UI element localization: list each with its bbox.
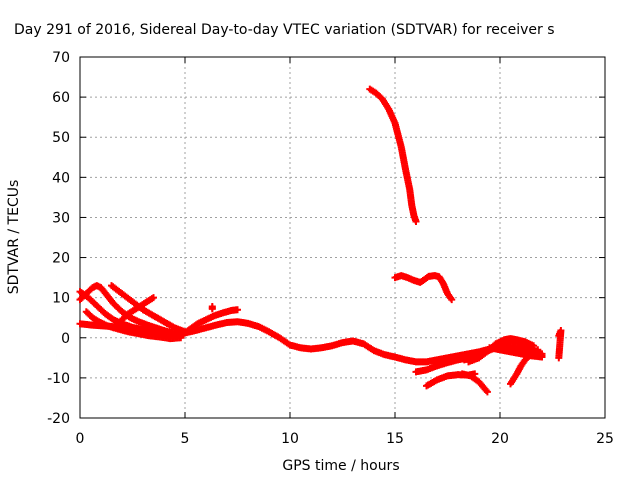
data-point xyxy=(150,294,157,302)
y-tick-label: 10 xyxy=(52,291,70,307)
series-late-arc-2 xyxy=(465,335,538,366)
y-tick-label: 30 xyxy=(52,210,70,226)
data-point xyxy=(534,346,542,354)
series-late-arc-3 xyxy=(507,346,542,388)
x-tick-label: 15 xyxy=(386,431,404,447)
axis-ticks: 0 5 10 15 20 25 -20 -10 0 10 20 30 40 50 60 70 xyxy=(47,50,614,447)
series-arc-f xyxy=(177,306,241,340)
x-axis-label: GPS time / hours xyxy=(282,458,399,474)
data-point xyxy=(234,306,241,314)
series-arc-b xyxy=(76,282,185,338)
x-tick-label: 10 xyxy=(281,431,299,447)
series-spike-f xyxy=(208,302,216,313)
chart-title: Day 291 of 2016, Sidereal Day-to-day VTE… xyxy=(14,22,555,38)
data-point xyxy=(412,217,420,225)
data-point xyxy=(483,388,491,396)
series-arc-e xyxy=(110,294,157,332)
series-spike-high xyxy=(366,85,420,225)
series-low-arc-3 xyxy=(458,370,491,396)
y-tick-label: -10 xyxy=(47,371,70,387)
y-tick-label: 50 xyxy=(52,130,70,146)
y-tick-label: 0 xyxy=(61,331,70,347)
y-tick-label: 20 xyxy=(52,251,70,267)
series-mid-arc xyxy=(391,272,456,304)
plot-frame xyxy=(79,56,606,419)
x-tick-label: 5 xyxy=(181,431,190,447)
series-isolated-right xyxy=(555,327,565,362)
x-tick-label: 20 xyxy=(491,431,509,447)
y-tick-label: 40 xyxy=(52,170,70,186)
x-tick-label: 25 xyxy=(596,431,614,447)
series-group xyxy=(76,85,565,396)
data-point xyxy=(448,296,456,304)
series-late-arc-4 xyxy=(486,344,546,361)
data-point xyxy=(530,342,538,350)
y-axis-label: SDTVAR / TECUs xyxy=(6,180,22,295)
series-arc-d xyxy=(82,308,185,343)
y-tick-label: -20 xyxy=(47,411,70,427)
data-point xyxy=(538,353,546,361)
y-tick-label: 60 xyxy=(52,90,70,106)
x-tick-label: 0 xyxy=(76,431,85,447)
data-point xyxy=(555,354,563,362)
data-point xyxy=(208,302,216,310)
y-tick-label: 70 xyxy=(52,50,70,66)
